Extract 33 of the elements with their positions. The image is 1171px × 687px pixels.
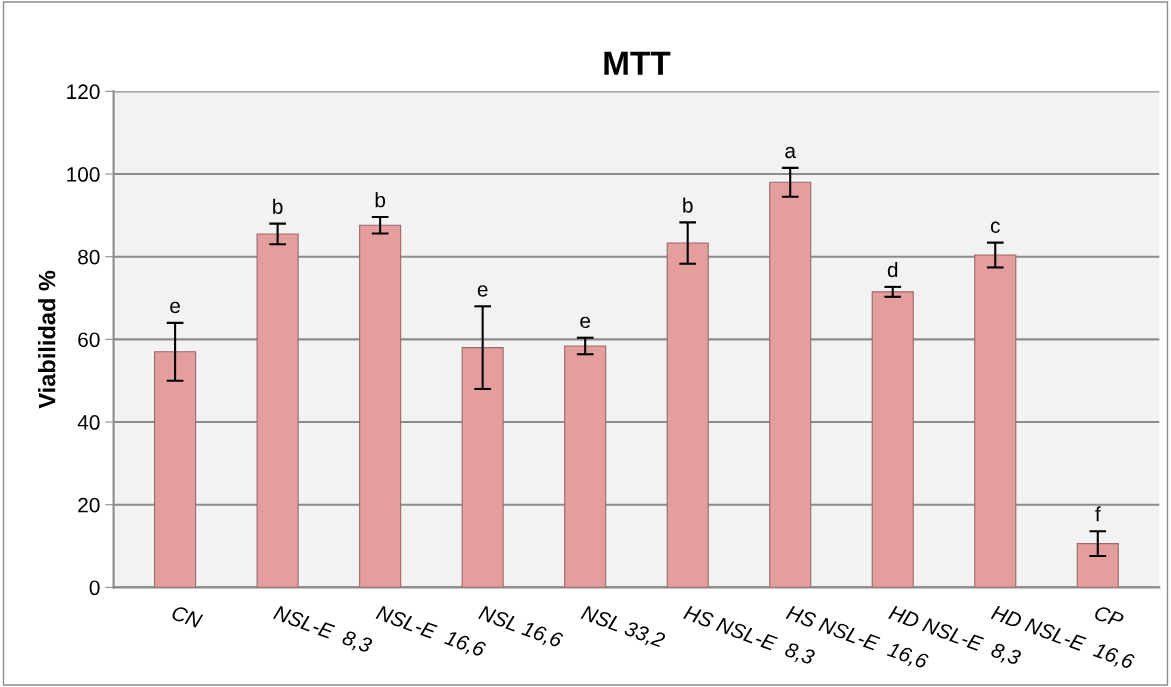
bar	[564, 345, 607, 588]
y-tick-label: 60	[78, 332, 100, 348]
annotation: d	[887, 261, 898, 278]
x-tick-label: NSL-E 8,3	[272, 604, 374, 656]
annotation: b	[375, 192, 386, 208]
annotation: e	[477, 285, 488, 297]
bar	[871, 291, 914, 588]
bar	[769, 181, 812, 588]
annotation: f	[1095, 506, 1101, 522]
x-tick-label: CP	[1093, 604, 1125, 629]
x-tick-label: CN	[170, 604, 204, 629]
x-tick-label: NSL 33,2	[579, 604, 666, 651]
bar	[974, 254, 1017, 588]
annotation: e	[580, 316, 591, 329]
y-tick-label: 100	[67, 167, 100, 182]
bar	[359, 224, 402, 588]
y-axis-title: Viabilidad %	[38, 270, 56, 409]
annotation: a	[785, 146, 797, 159]
annotation: c	[990, 221, 1000, 233]
y-tick-label: 120	[67, 84, 100, 100]
y-tick-label: 80	[78, 249, 100, 265]
bar	[256, 233, 299, 588]
bar	[1076, 543, 1119, 588]
annotation: e	[170, 301, 180, 314]
chart-title: MTT	[604, 51, 671, 75]
y-tick-label: 0	[89, 580, 100, 596]
annotation: b	[683, 197, 693, 213]
bar	[154, 351, 197, 588]
bar	[666, 242, 709, 588]
annotation: b	[273, 198, 283, 214]
y-tick-label: 40	[77, 415, 100, 430]
bar	[461, 347, 504, 588]
y-tick-label: 20	[78, 497, 100, 513]
